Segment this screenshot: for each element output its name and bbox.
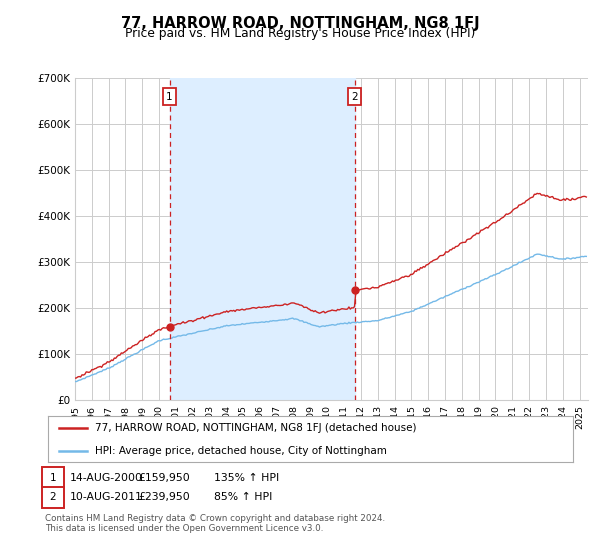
Text: 1: 1 (166, 92, 173, 102)
Text: 77, HARROW ROAD, NOTTINGHAM, NG8 1FJ: 77, HARROW ROAD, NOTTINGHAM, NG8 1FJ (121, 16, 479, 31)
Text: HPI: Average price, detached house, City of Nottingham: HPI: Average price, detached house, City… (95, 446, 387, 455)
Text: 135% ↑ HPI: 135% ↑ HPI (214, 473, 279, 483)
Text: 77, HARROW ROAD, NOTTINGHAM, NG8 1FJ (detached house): 77, HARROW ROAD, NOTTINGHAM, NG8 1FJ (de… (95, 423, 417, 433)
Text: 10-AUG-2011: 10-AUG-2011 (70, 492, 142, 502)
Text: Contains HM Land Registry data © Crown copyright and database right 2024.
This d: Contains HM Land Registry data © Crown c… (45, 514, 385, 534)
Text: £239,950: £239,950 (139, 492, 190, 502)
Text: 14-AUG-2000: 14-AUG-2000 (70, 473, 143, 483)
Text: Price paid vs. HM Land Registry's House Price Index (HPI): Price paid vs. HM Land Registry's House … (125, 27, 475, 40)
Text: 1: 1 (49, 473, 56, 483)
Text: 85% ↑ HPI: 85% ↑ HPI (214, 492, 272, 502)
Text: £159,950: £159,950 (139, 473, 190, 483)
Text: 2: 2 (351, 92, 358, 102)
Text: 2: 2 (49, 492, 56, 502)
Bar (170, 78, 355, 400)
